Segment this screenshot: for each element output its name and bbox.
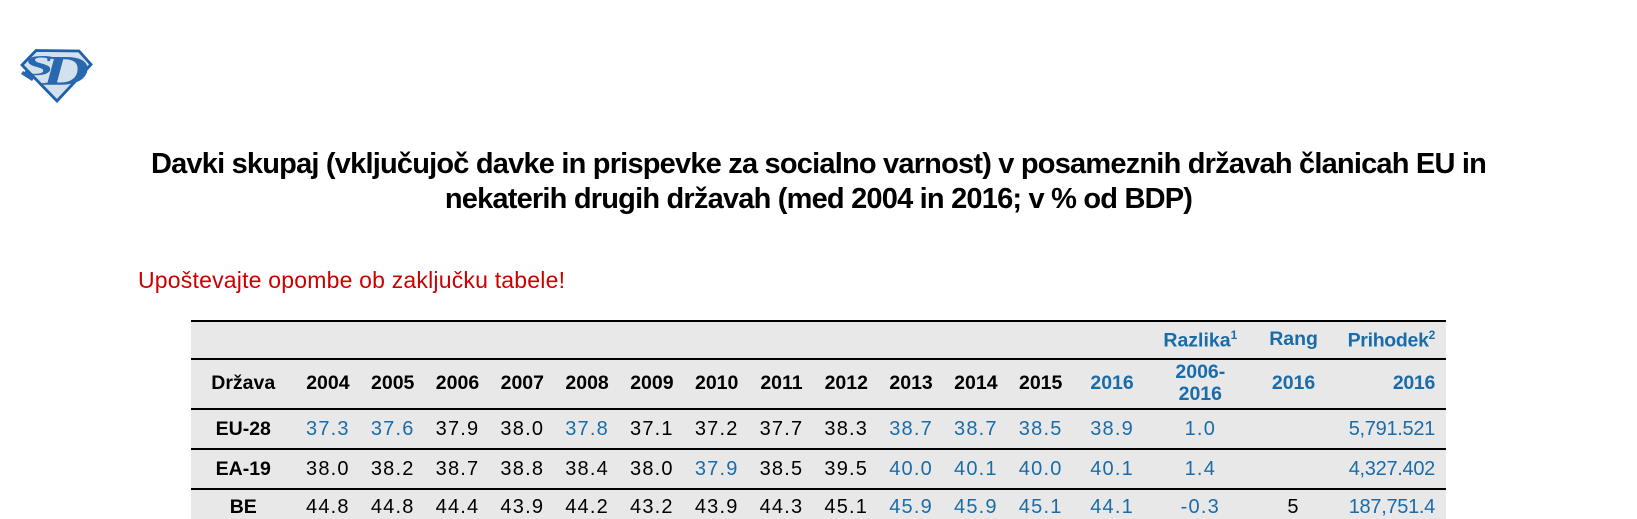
svg-text:D: D (41, 49, 89, 94)
